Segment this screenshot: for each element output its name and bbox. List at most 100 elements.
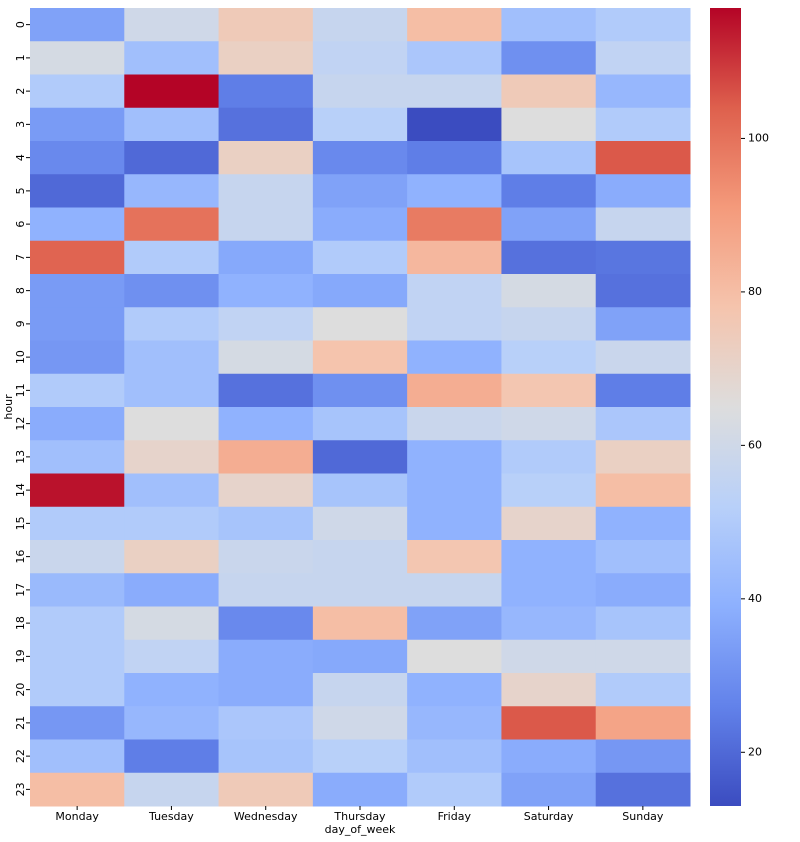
heatmap-cell [407,307,502,341]
y-tick-label: 11 [14,383,27,397]
heatmap-cell [124,739,220,774]
heatmap-cell [30,307,125,341]
heatmap-cell [30,74,125,109]
y-tick-label: 8 [14,287,27,294]
heatmap-cell [595,606,691,641]
heatmap-cell [407,407,502,441]
heatmap-cell [407,8,502,42]
heatmap-cell [501,8,597,42]
heatmap-cell [595,307,691,341]
y-tick-label: 12 [14,417,27,431]
heatmap-cell [407,739,502,774]
heatmap-cell [595,639,691,674]
y-tick-label: 18 [14,616,27,630]
heatmap-cell [124,573,220,607]
heatmap-cell [501,772,597,807]
heatmap-cell [595,141,691,175]
heatmap-cell [312,639,408,674]
heatmap-cell [595,207,691,242]
heatmap-cell [30,540,125,574]
heatmap-cell [124,174,220,208]
heatmap-cell [218,373,314,408]
heatmap-cell [595,274,691,308]
heatmap-cell [30,639,125,674]
heatmap-cell [30,473,125,508]
heatmap-cell [501,307,597,341]
heatmap-cell [407,274,502,308]
heatmap-cell [312,606,408,641]
heatmap-cell [30,207,125,242]
x-tick-label: Wednesday [234,810,298,823]
heatmap-cell [124,407,220,441]
heatmap-cell [30,373,125,408]
heatmap-cell [407,41,502,75]
y-tick-label: 15 [14,516,27,530]
colorbar-tick-label: 100 [748,131,769,144]
heatmap-cell [124,74,220,109]
heatmap-cell [312,41,408,75]
y-tick-label: 16 [14,550,27,564]
heatmap-cell [124,274,220,308]
heatmap-cell [30,107,125,142]
heatmap-cell [501,573,597,607]
heatmap-cell [124,340,220,375]
heatmap-cell [407,74,502,109]
heatmap-cell [312,207,408,242]
heatmap-cell [501,274,597,308]
heatmap-cell [218,739,314,774]
y-tick-label: 23 [14,782,27,796]
x-axis-label: day_of_week [325,823,396,836]
heatmap-cell [218,207,314,242]
heatmap-cell [501,706,597,740]
colorbar-tick-label: 60 [748,438,762,451]
heatmap-cell [501,373,597,408]
y-tick-label: 0 [14,21,27,28]
colorbar-tick-label: 40 [748,592,762,605]
heatmap-cell [218,8,314,42]
heatmap-cell [312,706,408,740]
heatmap-cell [312,174,408,208]
heatmap-cell [30,506,125,541]
heatmap-cell [218,174,314,208]
heatmap-cell [407,240,502,275]
heatmap-cell [595,74,691,109]
heatmap-cell [501,540,597,574]
heatmap-cell [407,772,502,807]
heatmap-cell [595,107,691,142]
heatmap-cell [407,440,502,474]
heatmap-cell [501,440,597,474]
heatmap-cell [30,407,125,441]
x-tick-label: Friday [438,810,472,823]
heatmap-cell [30,673,125,707]
heatmap-cell [124,606,220,641]
x-tick-label: Tuesday [148,810,194,823]
y-tick-label: 9 [14,320,27,327]
heatmap-cell [595,706,691,740]
heatmap-cell [501,673,597,707]
heatmap-cell [407,673,502,707]
heatmap-cell [30,41,125,75]
y-tick-label: 19 [14,649,27,663]
heatmap-cell [407,606,502,641]
heatmap-cell [407,706,502,740]
heatmap-cell [595,506,691,541]
heatmap-cell [218,473,314,508]
heatmap-cell [218,141,314,175]
heatmap-cell [595,473,691,508]
colorbar-tick-label: 80 [748,285,762,298]
heatmap-cell [501,141,597,175]
heatmap-cell [501,473,597,508]
heatmap-cell [595,772,691,807]
heatmap-cell [312,240,408,275]
heatmap-cell [30,174,125,208]
heatmap-cell [124,141,220,175]
heatmap-cell [312,141,408,175]
heatmap-cell [124,440,220,474]
y-tick-label: 14 [14,483,27,497]
y-tick-label: 17 [14,583,27,597]
heatmap-cell [595,407,691,441]
heatmap-cell [124,41,220,75]
heatmap-cell [218,407,314,441]
heatmap-cell [218,440,314,474]
